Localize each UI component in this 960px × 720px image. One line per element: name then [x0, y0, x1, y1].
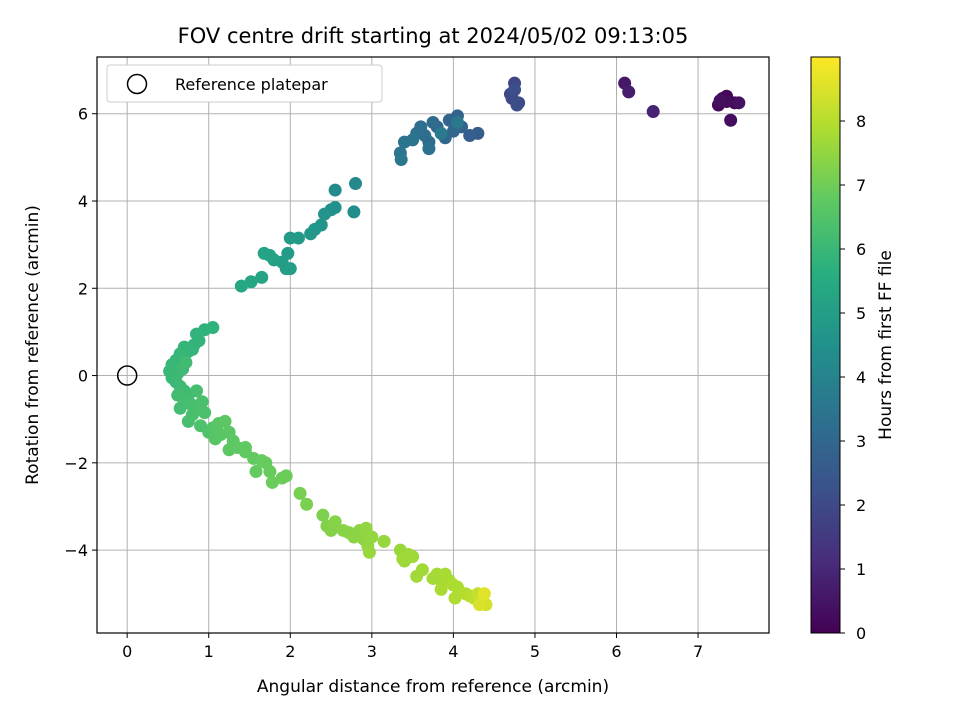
x-tick-label: 6 [611, 642, 621, 661]
legend: Reference platepar [106, 64, 383, 103]
data-point [422, 142, 436, 156]
colorbar-tick-label: 0 [856, 624, 866, 643]
data-point [362, 545, 376, 559]
data-point [257, 246, 271, 260]
y-axis-ticks: −4 −2 0 2 4 6 [64, 105, 97, 560]
data-point [434, 126, 448, 140]
data-point [263, 465, 277, 479]
data-point [249, 465, 263, 479]
x-tick-label: 3 [367, 642, 377, 661]
data-point [394, 153, 408, 167]
reference-platepar-marker [116, 365, 138, 386]
data-point [244, 275, 258, 289]
colorbar-tick-label: 1 [856, 560, 866, 579]
data-point [265, 475, 279, 489]
plot-frame [96, 56, 770, 634]
data-point [198, 406, 212, 420]
y-tick-label: −2 [64, 454, 88, 473]
y-tick-label: 2 [78, 279, 88, 298]
y-tick-label: 4 [78, 192, 88, 211]
y-tick-label: 6 [78, 105, 88, 124]
legend-box [106, 64, 383, 103]
x-axis-ticks: 0 1 2 3 4 5 6 7 [122, 633, 703, 661]
data-point [406, 550, 420, 564]
data-points [163, 76, 746, 612]
data-point [255, 270, 269, 284]
x-tick-label: 0 [122, 642, 132, 661]
data-point [396, 552, 410, 566]
data-point [283, 231, 297, 245]
y-axis-label: Rotation from reference (arcmin) [23, 205, 43, 485]
colorbar-tick-label: 2 [856, 496, 866, 515]
data-point [448, 591, 462, 605]
x-axis-label: Angular distance from reference (arcmin) [257, 677, 609, 697]
colorbar: 0 1 2 3 4 5 6 7 8 Hours from first FF file [810, 56, 896, 643]
x-tick-label: 2 [285, 642, 295, 661]
data-point [347, 205, 361, 219]
data-point [450, 115, 464, 129]
data-point [349, 177, 363, 191]
data-point [316, 508, 330, 522]
data-point [510, 98, 524, 112]
x-tick-label: 4 [448, 642, 458, 661]
colorbar-tick-label: 5 [856, 304, 866, 323]
legend-entry-reference: Reference platepar [175, 75, 328, 94]
data-point [318, 207, 332, 221]
colorbar-tick-label: 6 [856, 240, 866, 259]
data-point [724, 113, 738, 127]
colorbar-label: Hours from first FF file [876, 250, 896, 440]
colorbar-gradient [810, 56, 841, 634]
data-point [732, 96, 746, 110]
data-point [279, 469, 293, 483]
data-point [463, 129, 477, 143]
data-point [293, 486, 307, 500]
data-point [328, 183, 342, 197]
data-point [283, 262, 297, 276]
data-point [415, 563, 429, 577]
data-point [713, 94, 727, 108]
data-point [304, 227, 318, 241]
data-point [377, 534, 391, 548]
data-point [397, 135, 411, 149]
colorbar-ticks: 0 1 2 3 4 5 6 7 8 [840, 112, 866, 643]
data-point [365, 530, 379, 544]
x-tick-label: 7 [693, 642, 703, 661]
data-point [472, 598, 486, 612]
legend-marker-icon [126, 73, 148, 95]
data-point [300, 497, 314, 511]
data-point [434, 582, 448, 596]
colorbar-tick-label: 4 [856, 368, 866, 387]
x-tick-label: 1 [204, 642, 214, 661]
x-tick-label: 5 [530, 642, 540, 661]
colorbar-tick-label: 7 [856, 176, 866, 195]
y-tick-label: −4 [64, 541, 88, 560]
data-point [477, 587, 491, 601]
data-point [179, 355, 193, 369]
data-point [195, 395, 209, 409]
colorbar-tick-label: 3 [856, 432, 866, 451]
y-tick-label: 0 [78, 367, 88, 386]
data-point [508, 83, 522, 97]
data-point [328, 515, 342, 529]
data-point [426, 115, 440, 129]
data-point [218, 414, 232, 428]
data-point [646, 105, 660, 119]
data-point [622, 85, 636, 99]
data-point [234, 279, 248, 293]
colorbar-tick-label: 8 [856, 112, 866, 131]
data-point [189, 384, 203, 398]
chart-title: FOV centre drift starting at 2024/05/02 … [178, 24, 689, 48]
